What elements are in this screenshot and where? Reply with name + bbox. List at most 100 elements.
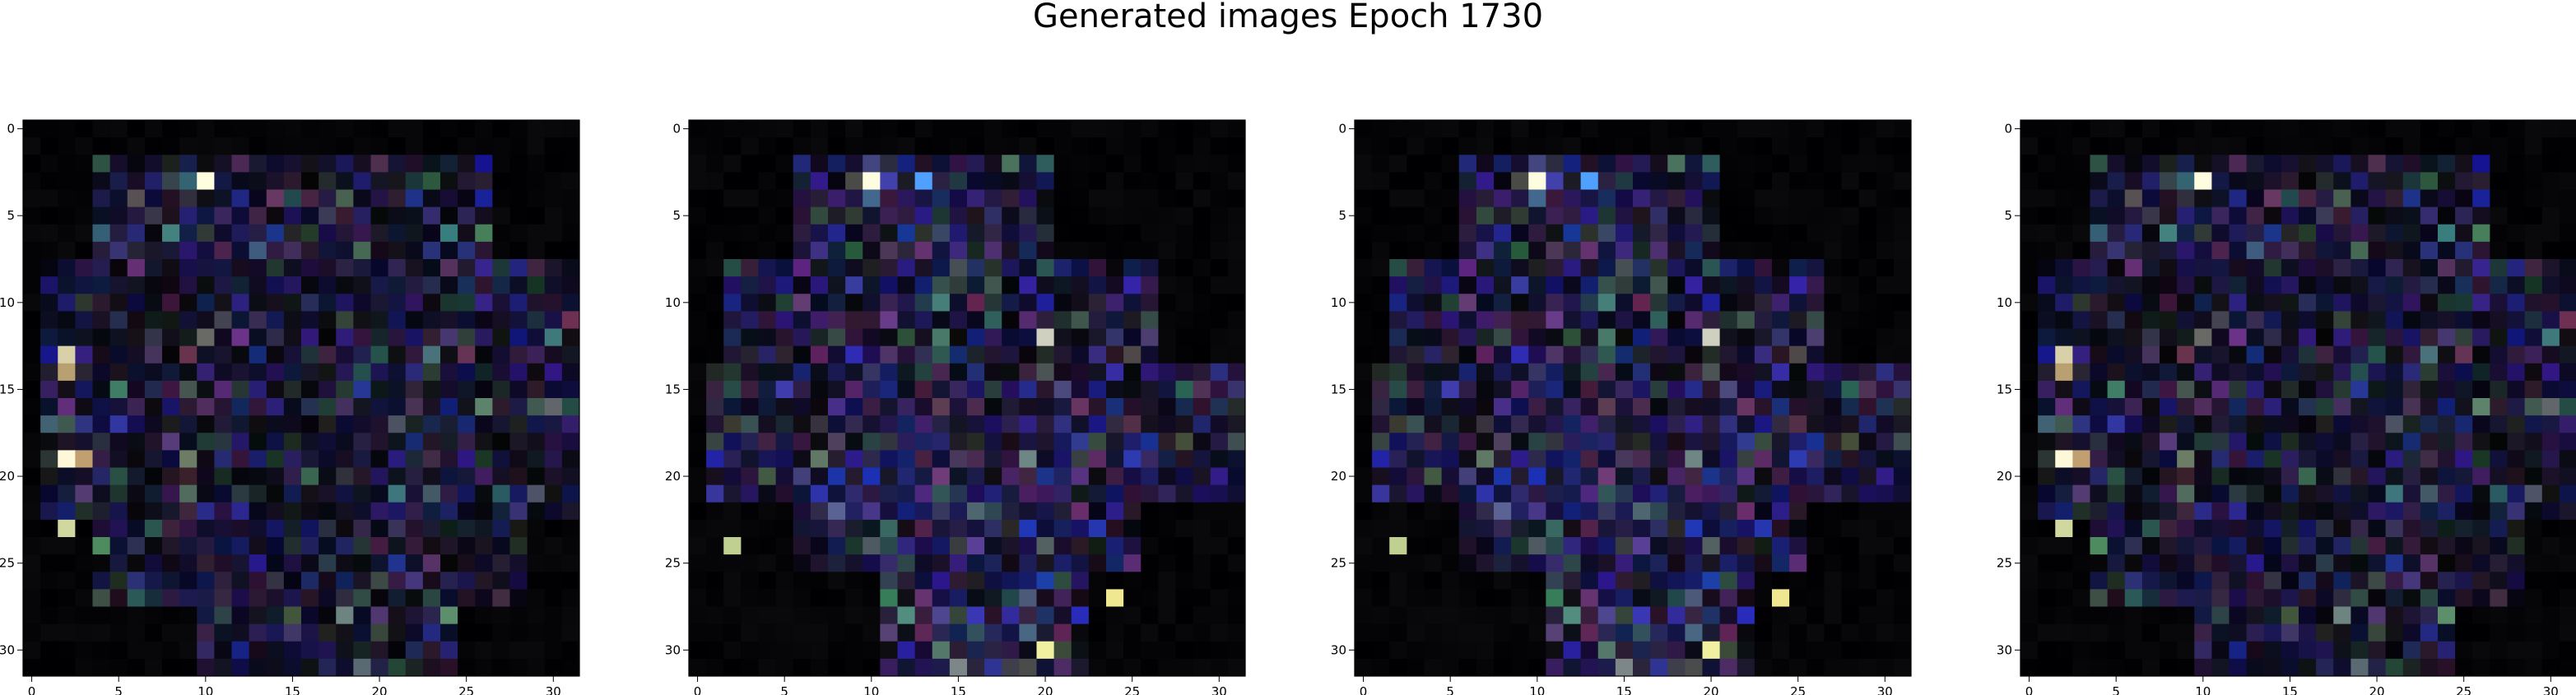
image-pixel xyxy=(1615,189,1634,208)
image-pixel xyxy=(40,415,58,433)
image-pixel xyxy=(40,450,58,468)
image-pixel xyxy=(2281,380,2299,399)
image-pixel xyxy=(1685,398,1703,416)
image-pixel xyxy=(405,589,424,607)
image-pixel xyxy=(214,658,232,677)
image-pixel xyxy=(932,345,951,364)
image-pixel xyxy=(2368,572,2387,590)
image-pixel xyxy=(2038,363,2056,382)
image-pixel xyxy=(897,502,916,521)
image-pixel xyxy=(2541,554,2560,572)
image-pixel xyxy=(1106,120,1124,138)
image-pixel xyxy=(1580,259,1599,277)
image-pixel xyxy=(2194,415,2212,433)
image-pixel xyxy=(1175,519,1194,538)
image-pixel xyxy=(179,294,198,312)
image-pixel xyxy=(706,224,724,243)
image-pixel xyxy=(932,328,951,347)
image-pixel xyxy=(1580,224,1599,243)
image-pixel xyxy=(405,172,424,190)
image-pixel xyxy=(2177,241,2195,260)
image-pixel xyxy=(527,572,546,590)
image-pixel xyxy=(1494,241,1512,260)
image-pixel xyxy=(266,380,285,399)
image-pixel xyxy=(1036,589,1055,607)
image-pixel xyxy=(2211,484,2230,503)
image-pixel xyxy=(1476,554,1495,572)
image-pixel xyxy=(2350,484,2369,503)
image-pixel xyxy=(1407,345,1425,364)
image-pixel xyxy=(1633,120,1651,138)
image-pixel xyxy=(370,415,389,433)
image-pixel xyxy=(92,155,111,173)
image-pixel xyxy=(2299,658,2317,677)
image-pixel xyxy=(1563,224,1582,243)
image-pixel xyxy=(2090,345,2109,364)
image-pixel xyxy=(249,137,267,155)
image-pixel xyxy=(2507,294,2526,312)
image-pixel xyxy=(949,189,968,208)
image-pixel xyxy=(1227,554,1246,572)
image-pixel xyxy=(2246,206,2265,225)
image-pixel xyxy=(689,623,707,642)
image-pixel xyxy=(1667,519,1686,538)
image-pixel xyxy=(1824,519,1842,538)
image-pixel xyxy=(2038,224,2056,243)
image-pixel xyxy=(1615,241,1634,260)
image-pixel xyxy=(544,658,563,677)
image-pixel xyxy=(1615,450,1634,468)
image-pixel xyxy=(1175,241,1194,260)
image-pixel xyxy=(231,311,250,329)
image-pixel xyxy=(1754,241,1773,260)
image-pixel xyxy=(527,606,546,625)
image-pixel xyxy=(758,155,777,173)
y-tick-label: 20 xyxy=(1331,469,1346,484)
image-pixel xyxy=(932,155,951,173)
image-pixel xyxy=(2420,259,2439,277)
image-pixel xyxy=(1123,641,1142,660)
image-pixel xyxy=(2020,172,2039,190)
image-pixel xyxy=(440,241,458,260)
image-pixel xyxy=(319,433,337,451)
image-pixel xyxy=(1002,276,1020,294)
image-pixel xyxy=(2368,172,2387,190)
image-pixel xyxy=(1123,398,1142,416)
image-pixel xyxy=(2524,623,2543,642)
image-pixel xyxy=(1002,606,1020,625)
image-pixel xyxy=(1088,206,1107,225)
image-pixel xyxy=(2020,328,2039,347)
image-pixel xyxy=(793,328,811,347)
image-pixel xyxy=(422,484,441,503)
image-pixel xyxy=(775,206,794,225)
image-pixel xyxy=(127,172,146,190)
image-pixel xyxy=(249,345,267,364)
image-pixel xyxy=(527,641,546,660)
image-pixel xyxy=(1511,241,1529,260)
image-pixel xyxy=(1476,311,1495,329)
image-pixel xyxy=(231,259,250,277)
image-pixel xyxy=(1719,380,1738,399)
image-pixel xyxy=(2055,606,2073,625)
image-pixel xyxy=(1210,658,1229,677)
image-pixel xyxy=(1772,345,1790,364)
image-pixel xyxy=(1806,120,1825,138)
image-pixel xyxy=(2281,363,2299,382)
image-pixel xyxy=(1824,380,1842,399)
image-pixel xyxy=(1424,311,1443,329)
image-pixel xyxy=(1719,484,1738,503)
image-pixel xyxy=(1458,120,1477,138)
image-pixel xyxy=(179,658,198,677)
image-pixel xyxy=(1441,484,1460,503)
image-pixel xyxy=(2072,484,2090,503)
image-pixel xyxy=(2420,623,2439,642)
image-pixel xyxy=(58,363,76,382)
image-pixel xyxy=(706,519,724,538)
image-pixel xyxy=(336,415,354,433)
image-pixel xyxy=(1106,380,1124,399)
image-pixel xyxy=(1193,433,1211,451)
image-pixel xyxy=(319,328,337,347)
image-pixel xyxy=(1719,554,1738,572)
image-pixel xyxy=(2194,502,2212,521)
image-pixel xyxy=(2316,155,2334,173)
image-pixel xyxy=(249,450,267,468)
